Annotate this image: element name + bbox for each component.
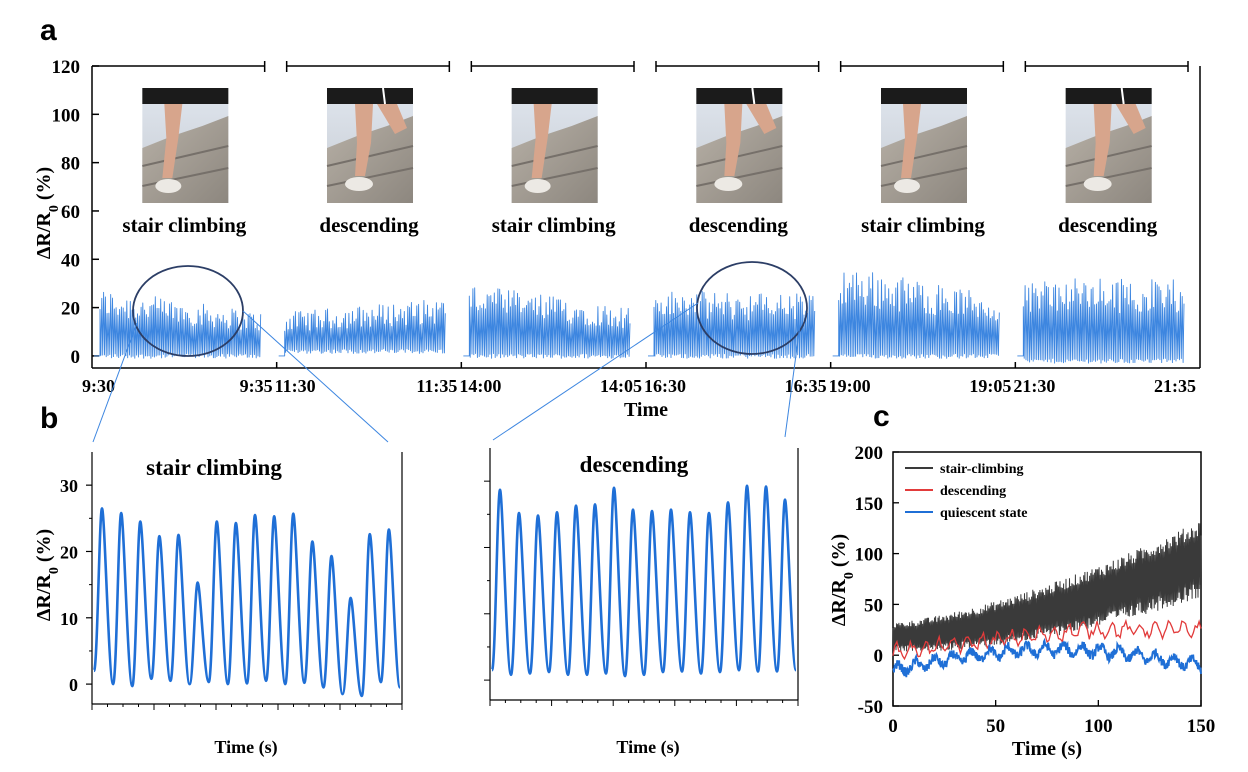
photo-descending <box>696 87 783 203</box>
y-tick-label: 20 <box>61 299 80 320</box>
y-tick-label: 20 <box>60 542 78 562</box>
legend-label: stair-climbing <box>940 462 1023 477</box>
panel-a-axes <box>91 66 1201 369</box>
panel-b-left-trace <box>92 507 402 698</box>
y-tick-label: 50 <box>864 595 883 616</box>
panel-a-segment-labels: stair climbing 9:30 9:35 descending 11:30 11:… <box>82 213 1196 396</box>
segment-trace <box>648 291 816 359</box>
series-quiescent-state <box>892 637 1202 678</box>
strain-trace <box>490 484 798 678</box>
segment-trace <box>463 287 631 359</box>
panel-a-traces <box>94 272 1185 364</box>
segment-start-time: 9:30 <box>82 376 115 396</box>
photo-stair-climbing <box>880 88 968 203</box>
panel-b-right-x-label: Time (s) <box>616 737 679 758</box>
panel-a-y-ticks: 0 20 40 60 80 100 120 <box>52 57 99 368</box>
segment-start-time: 21:30 <box>1013 376 1055 396</box>
panel-label-b: b <box>40 402 58 435</box>
segment-trace <box>278 300 446 357</box>
segment-end-time: 11:35 <box>416 376 457 396</box>
panel-b-left-ticks: 0 10 20 30 <box>60 476 403 710</box>
panel-b-left-title: stair climbing <box>146 455 282 480</box>
segment-activity-label: descending <box>689 213 789 237</box>
panel-c-x-axis-label: Time (s) <box>1012 738 1082 760</box>
panel-label-c: c <box>873 400 890 433</box>
zoom-circle-descending <box>696 261 808 355</box>
photo-descending <box>1065 87 1152 203</box>
legend-label: quiescent state <box>940 506 1028 521</box>
segment-end-time: 9:35 <box>240 376 273 396</box>
y-tick-label: 80 <box>61 154 80 175</box>
segment-range-bars <box>92 61 1189 368</box>
segment-activity-label: descending <box>319 213 419 237</box>
panel-b-y-axis-label: ΔR/R0 (%) <box>33 529 62 621</box>
segment-start-time: 16:30 <box>644 376 686 396</box>
segment-activity-label: stair climbing <box>861 213 985 237</box>
segment-start-time: 14:00 <box>459 376 501 396</box>
segment-start-time: 11:30 <box>275 376 316 396</box>
segment-trace <box>1017 278 1185 364</box>
photo-stair-climbing <box>511 88 598 203</box>
y-tick-label: 30 <box>60 476 78 496</box>
strain-trace <box>92 507 402 698</box>
segment-activity-label: stair climbing <box>122 213 246 237</box>
y-tick-label: 60 <box>61 202 80 223</box>
y-tick-label: 200 <box>855 443 884 464</box>
y-tick-label: 40 <box>61 250 80 271</box>
photo-descending <box>326 87 414 203</box>
y-tick-label: 0 <box>874 646 884 667</box>
panel-b-right-title: descending <box>580 452 689 477</box>
segment-end-time: 16:35 <box>785 376 827 396</box>
panel-c-axes <box>892 451 1202 707</box>
segment-activity-label: stair climbing <box>492 213 616 237</box>
series-descending <box>892 618 1202 661</box>
y-tick-label: -50 <box>858 697 883 718</box>
x-tick-label: 50 <box>986 716 1005 737</box>
panel-a-x-axis-label: Time <box>624 399 668 421</box>
y-tick-label: 0 <box>69 675 78 695</box>
segment-start-time: 19:00 <box>829 376 871 396</box>
activity-photos <box>142 87 1152 203</box>
y-tick-label: 10 <box>60 609 78 629</box>
series-stair-climbing <box>892 523 1202 652</box>
y-tick-label: 120 <box>52 57 81 78</box>
x-tick-label: 0 <box>888 716 898 737</box>
panel-a-y-axis-label: ΔR/R0 (%) <box>33 167 62 259</box>
segment-end-time: 21:35 <box>1154 376 1196 396</box>
panel-b-right-trace <box>490 484 798 678</box>
x-tick-label: 150 <box>1187 716 1216 737</box>
photo-stair-climbing <box>142 88 229 203</box>
panel-c-legend: stair-climbing descending quiescent state <box>905 462 1028 521</box>
zoom-connectors <box>92 302 801 443</box>
legend-label: descending <box>940 484 1006 499</box>
panel-c-y-axis-label: ΔR/R0 (%) <box>828 534 857 626</box>
y-tick-label: 150 <box>855 494 884 515</box>
y-tick-label: 100 <box>52 105 81 126</box>
y-tick-label: 0 <box>71 347 81 368</box>
x-tick-label: 100 <box>1084 716 1113 737</box>
y-tick-label: 100 <box>855 545 884 566</box>
segment-trace <box>832 272 1000 359</box>
segment-end-time: 19:05 <box>969 376 1011 396</box>
panel-b-left-x-label: Time (s) <box>214 737 277 758</box>
segment-activity-label: descending <box>1058 213 1158 237</box>
panel-label-a: a <box>40 14 57 47</box>
panel-c-traces <box>892 523 1202 678</box>
panel-b-right-ticks <box>484 480 799 706</box>
segment-end-time: 14:05 <box>600 376 642 396</box>
segment-trace <box>94 291 262 359</box>
